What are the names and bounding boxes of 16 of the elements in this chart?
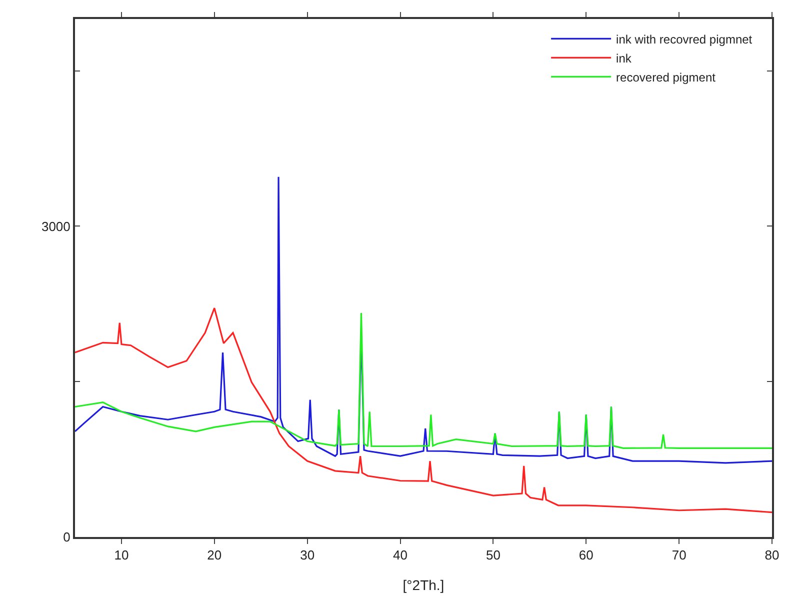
x-tick-label: 50 xyxy=(486,548,500,563)
y-tick-label: 3000 xyxy=(41,218,70,234)
x-tick-label: 40 xyxy=(393,548,408,563)
x-tick-label: 10 xyxy=(114,548,129,563)
legend-label: ink with recovred pigmnet xyxy=(616,32,753,46)
x-tick-label: 80 xyxy=(764,548,780,563)
x-tick-label: 60 xyxy=(578,548,594,563)
legend-label: ink xyxy=(616,51,632,66)
legend-label: recovered pigment xyxy=(616,70,716,84)
y-tick-label: 0 xyxy=(63,530,70,545)
x-tick-label: 30 xyxy=(300,548,315,563)
x-tick-label: 20 xyxy=(207,548,222,563)
x-tick-label: 70 xyxy=(672,548,686,563)
line-series xyxy=(75,312,772,450)
x-axis-title: [°2Th.] xyxy=(402,577,444,593)
line-series xyxy=(75,307,772,514)
